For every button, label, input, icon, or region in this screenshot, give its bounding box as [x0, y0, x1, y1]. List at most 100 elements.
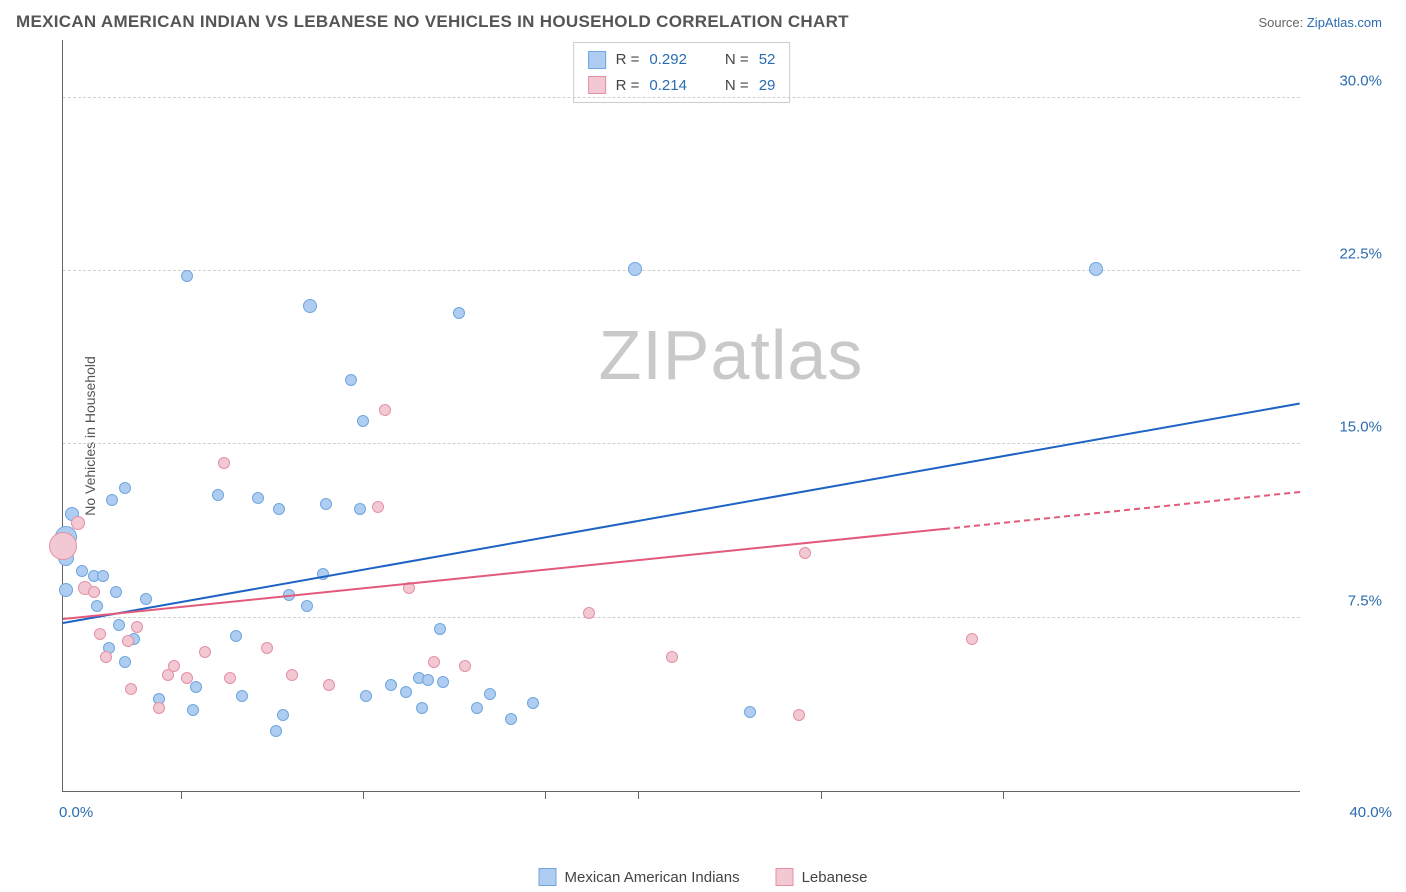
data-point-leb: [88, 586, 100, 598]
data-point-mai: [320, 498, 332, 510]
data-point-mai: [400, 686, 412, 698]
data-point-leb: [153, 702, 165, 714]
gridline: [63, 270, 1300, 271]
data-point-mai: [187, 704, 199, 716]
data-point-leb: [218, 457, 230, 469]
data-point-mai: [357, 415, 369, 427]
data-point-mai: [434, 623, 446, 635]
data-point-leb: [49, 532, 77, 560]
source: Source: ZipAtlas.com: [1258, 15, 1382, 30]
stat-n-label: N =: [725, 47, 749, 73]
legend-item-leb: Lebanese: [776, 868, 868, 886]
stats-row-leb: R = 0.214N = 29: [588, 73, 776, 99]
data-point-mai: [385, 679, 397, 691]
chart-title: MEXICAN AMERICAN INDIAN VS LEBANESE NO V…: [16, 12, 849, 32]
data-point-mai: [416, 702, 428, 714]
data-point-mai: [484, 688, 496, 700]
data-point-leb: [261, 642, 273, 654]
stat-r-label: R =: [616, 73, 640, 99]
data-point-mai: [301, 600, 313, 612]
data-point-mai: [277, 709, 289, 721]
data-point-leb: [459, 660, 471, 672]
data-point-leb: [286, 669, 298, 681]
data-point-mai: [360, 690, 372, 702]
gridline: [63, 443, 1300, 444]
data-point-mai: [76, 565, 88, 577]
x-tick: [181, 791, 182, 799]
data-point-leb: [131, 621, 143, 633]
x-max-label: 40.0%: [1349, 804, 1392, 821]
data-point-leb: [666, 651, 678, 663]
header: MEXICAN AMERICAN INDIAN VS LEBANESE NO V…: [0, 0, 1406, 40]
data-point-mai: [236, 690, 248, 702]
data-point-mai: [471, 702, 483, 714]
x-tick: [545, 791, 546, 799]
data-point-mai: [628, 262, 642, 276]
data-point-mai: [453, 307, 465, 319]
stats-row-mai: R = 0.292N = 52: [588, 47, 776, 73]
trend-line: [63, 528, 945, 620]
swatch-mai: [588, 51, 606, 69]
stat-n-value: 29: [759, 73, 776, 99]
trend-line: [63, 403, 1300, 624]
data-point-mai: [230, 630, 242, 642]
data-point-leb: [125, 683, 137, 695]
legend-item-mai: Mexican American Indians: [539, 868, 740, 886]
data-point-mai: [140, 593, 152, 605]
data-point-mai: [190, 681, 202, 693]
data-point-leb: [224, 672, 236, 684]
data-point-mai: [437, 676, 449, 688]
series-legend: Mexican American Indians Lebanese: [539, 868, 868, 886]
data-point-mai: [303, 299, 317, 313]
x-tick: [638, 791, 639, 799]
data-point-mai: [252, 492, 264, 504]
data-point-leb: [372, 501, 384, 513]
swatch-leb: [588, 76, 606, 94]
data-point-leb: [799, 547, 811, 559]
trend-line: [944, 491, 1300, 530]
data-point-mai: [97, 570, 109, 582]
y-tick-label: 30.0%: [1310, 72, 1382, 89]
data-point-mai: [354, 503, 366, 515]
gridline: [63, 97, 1300, 98]
x-tick: [1003, 791, 1004, 799]
data-point-mai: [91, 600, 103, 612]
data-point-leb: [94, 628, 106, 640]
data-point-mai: [181, 270, 193, 282]
data-point-leb: [100, 651, 112, 663]
legend-label: Lebanese: [802, 869, 868, 886]
stat-n-label: N =: [725, 73, 749, 99]
data-point-mai: [422, 674, 434, 686]
data-point-mai: [273, 503, 285, 515]
data-point-mai: [270, 725, 282, 737]
gridline: [63, 617, 1300, 618]
data-point-leb: [323, 679, 335, 691]
data-point-mai: [505, 713, 517, 725]
chart: No Vehicles in Household ZIPatlas R = 0.…: [16, 40, 1390, 832]
source-link[interactable]: ZipAtlas.com: [1307, 15, 1382, 30]
data-point-leb: [71, 516, 85, 530]
data-point-leb: [199, 646, 211, 658]
plot-area: ZIPatlas R = 0.292N = 52R = 0.214N = 29 …: [62, 40, 1300, 792]
x-tick: [363, 791, 364, 799]
data-point-mai: [106, 494, 118, 506]
watermark-thin: atlas: [710, 316, 863, 394]
legend-swatch-mai: [539, 868, 557, 886]
legend-label: Mexican American Indians: [565, 869, 740, 886]
data-point-mai: [59, 583, 73, 597]
watermark: ZIPatlas: [599, 315, 864, 395]
stat-r-label: R =: [616, 47, 640, 73]
data-point-mai: [212, 489, 224, 501]
data-point-mai: [345, 374, 357, 386]
data-point-leb: [122, 635, 134, 647]
data-point-mai: [113, 619, 125, 631]
data-point-leb: [428, 656, 440, 668]
y-tick-label: 7.5%: [1310, 592, 1382, 609]
data-point-leb: [379, 404, 391, 416]
x-tick: [821, 791, 822, 799]
data-point-leb: [181, 672, 193, 684]
stat-r-value: 0.292: [649, 47, 687, 73]
x-min-label: 0.0%: [59, 804, 93, 821]
data-point-mai: [119, 656, 131, 668]
data-point-mai: [527, 697, 539, 709]
